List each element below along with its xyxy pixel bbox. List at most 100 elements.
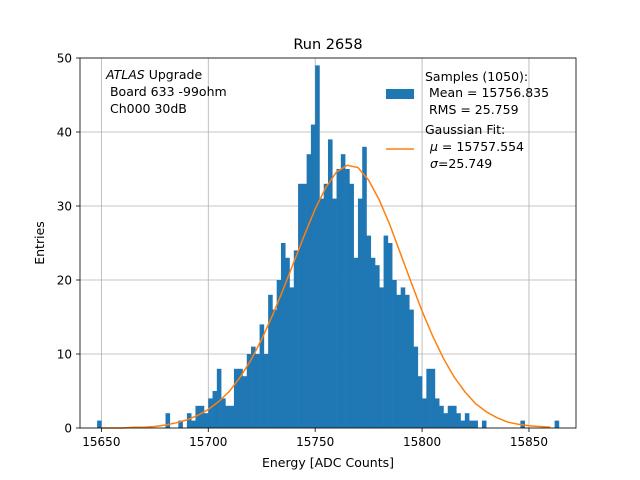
histogram-bar	[97, 420, 102, 428]
histogram-bar	[263, 354, 269, 428]
histogram-bar	[276, 280, 282, 428]
histogram-bar	[280, 243, 286, 428]
histogram-bar	[353, 257, 359, 428]
histogram-bar	[315, 65, 320, 429]
legend-fit-line-3: σ=25.749	[430, 156, 492, 171]
annotation-line-3: Ch000 30dB	[106, 101, 187, 116]
histogram-bar	[439, 405, 444, 428]
legend-fit-line-2: μ = 15757.554	[429, 139, 524, 154]
y-tick-label: 40	[57, 126, 72, 140]
histogram-bar	[396, 294, 401, 428]
legend: Samples (1050): Mean = 15756.835 RMS = 2…	[386, 69, 549, 171]
histogram-bar	[199, 405, 205, 428]
legend-samples-line-1: Samples (1050):	[425, 69, 528, 84]
histogram-bar	[413, 346, 419, 428]
x-axis-label: Energy [ADC Counts]	[262, 455, 394, 470]
histogram-bar	[336, 169, 342, 428]
x-axis-ticks: 15650 15700 15750 15800 15850	[82, 428, 548, 449]
histogram-bar	[460, 420, 466, 428]
x-tick-label: 15800	[403, 435, 441, 449]
histogram-bar	[409, 309, 414, 428]
histogram-bar	[481, 420, 487, 428]
y-tick-label: 10	[57, 348, 72, 362]
histogram-bar	[212, 391, 218, 428]
y-tick-label: 50	[57, 52, 72, 66]
gaussian-fit-curve	[101, 164, 551, 429]
histogram-bar	[208, 398, 213, 428]
histogram-bar	[434, 398, 440, 428]
histogram-bar	[259, 324, 265, 428]
histogram-bar	[379, 287, 384, 428]
y-axis-ticks: 0 10 20 30 40 50	[57, 52, 80, 436]
histogram-bar	[473, 420, 478, 428]
histogram-bar	[272, 309, 277, 428]
y-tick-label: 30	[57, 200, 72, 214]
histogram-bar	[452, 405, 457, 428]
histogram-bar	[323, 183, 329, 428]
legend-samples-swatch	[386, 89, 414, 99]
histogram-bar	[289, 287, 295, 428]
histogram-bar	[422, 398, 427, 428]
histogram-bar	[298, 183, 303, 428]
histogram-bar	[221, 398, 226, 428]
legend-samples-line-3: RMS = 25.759	[425, 102, 519, 117]
histogram-bar	[216, 368, 222, 428]
histogram-bar	[357, 198, 363, 428]
histogram-bar	[229, 405, 235, 428]
histogram-bar	[233, 368, 239, 428]
histogram-bar	[340, 154, 346, 428]
atlas-annotation: ATLAS Upgrade Board 633 -99ohm Ch000 30d…	[105, 67, 227, 116]
legend-samples-line-2: Mean = 15756.835	[425, 85, 549, 100]
histogram-bar	[426, 368, 431, 428]
histogram-bar	[370, 257, 376, 428]
histogram-bar	[195, 405, 201, 428]
x-tick-label: 15650	[82, 435, 120, 449]
histogram-bar	[383, 235, 389, 428]
histogram-bar	[255, 354, 260, 428]
histogram-bar	[165, 413, 171, 428]
histogram-bar	[430, 368, 436, 428]
histogram-bars	[97, 65, 560, 429]
histogram-bar	[306, 154, 312, 428]
histogram-bar	[392, 280, 397, 428]
histogram-bar	[178, 420, 183, 428]
histogram-bar	[302, 183, 307, 428]
histogram-bar	[268, 294, 273, 428]
histogram-bar	[443, 413, 449, 428]
y-axis-label: Entries	[32, 221, 47, 265]
histogram-bar	[310, 124, 316, 428]
histogram-bar	[387, 243, 393, 428]
histogram-bar	[285, 257, 290, 428]
histogram-bar	[319, 198, 325, 428]
x-tick-label: 15750	[296, 435, 334, 449]
histogram-bar	[251, 346, 256, 428]
x-tick-label: 15700	[189, 435, 227, 449]
histogram-bar	[362, 146, 367, 429]
y-tick-label: 20	[57, 274, 72, 288]
histogram-bar	[417, 376, 423, 428]
histogram-bar	[225, 405, 230, 428]
histogram-bar	[464, 413, 470, 428]
histogram-bar	[204, 413, 209, 428]
annotation-line-1: ATLAS Upgrade	[105, 67, 202, 82]
histogram-bar	[469, 420, 474, 428]
histogram-bar	[191, 420, 196, 428]
x-tick-label: 15850	[510, 435, 548, 449]
histogram-bar	[345, 169, 350, 428]
histogram-bar	[349, 183, 354, 428]
y-tick-label: 0	[64, 422, 72, 436]
histogram-bar	[186, 413, 192, 428]
histogram-bar	[447, 405, 453, 428]
histogram-bar	[400, 287, 406, 428]
histogram-bar	[332, 198, 337, 428]
plot-frame	[79, 57, 577, 429]
histogram-bar	[404, 294, 410, 428]
histogram-bar	[242, 376, 248, 428]
legend-fit-line-1: Gaussian Fit:	[425, 122, 505, 137]
chart-title: Run 2658	[293, 37, 362, 53]
histogram-bar	[554, 420, 560, 428]
annotation-line-2: Board 633 -99ohm	[106, 84, 227, 99]
histogram-bar	[456, 413, 461, 428]
histogram-bar	[375, 265, 380, 428]
